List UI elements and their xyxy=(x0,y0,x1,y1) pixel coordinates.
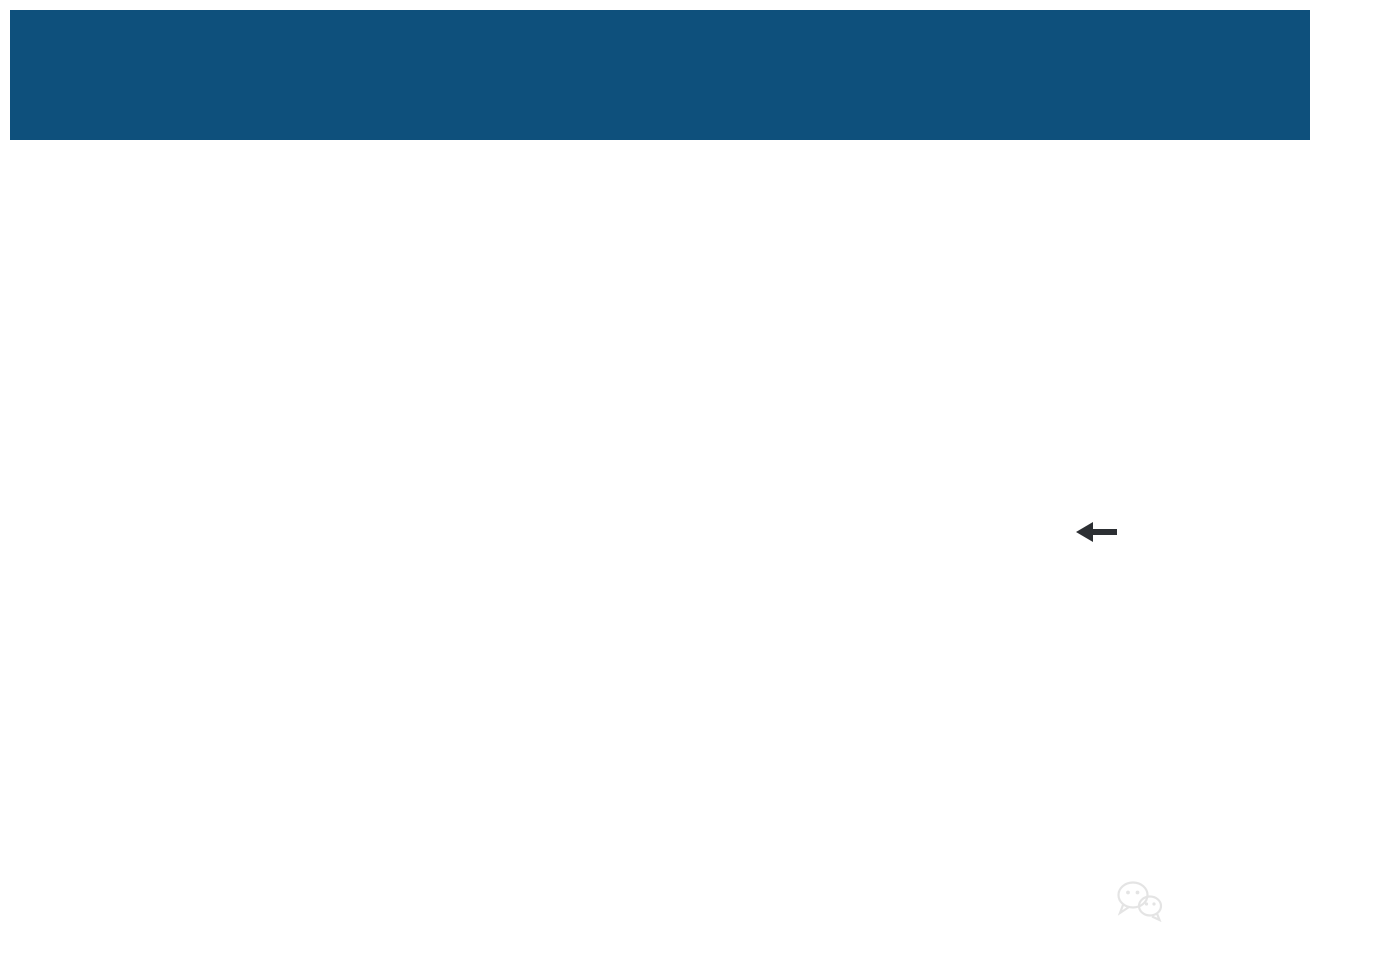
legend-item-ad-spend xyxy=(732,905,755,919)
ad-spend-swatch-icon xyxy=(732,905,746,919)
chat-bubbles-logo-icon xyxy=(1112,878,1166,929)
watermark xyxy=(1112,878,1172,929)
y-axis-label xyxy=(201,257,247,797)
time-spent-swatch-icon xyxy=(675,905,689,919)
legend xyxy=(340,905,1090,919)
annotation-left-arrow-icon xyxy=(1076,522,1093,542)
legend-item-time-spent xyxy=(675,905,698,919)
header-banner xyxy=(10,10,1310,140)
annotation-arrow-line xyxy=(1091,529,1117,535)
